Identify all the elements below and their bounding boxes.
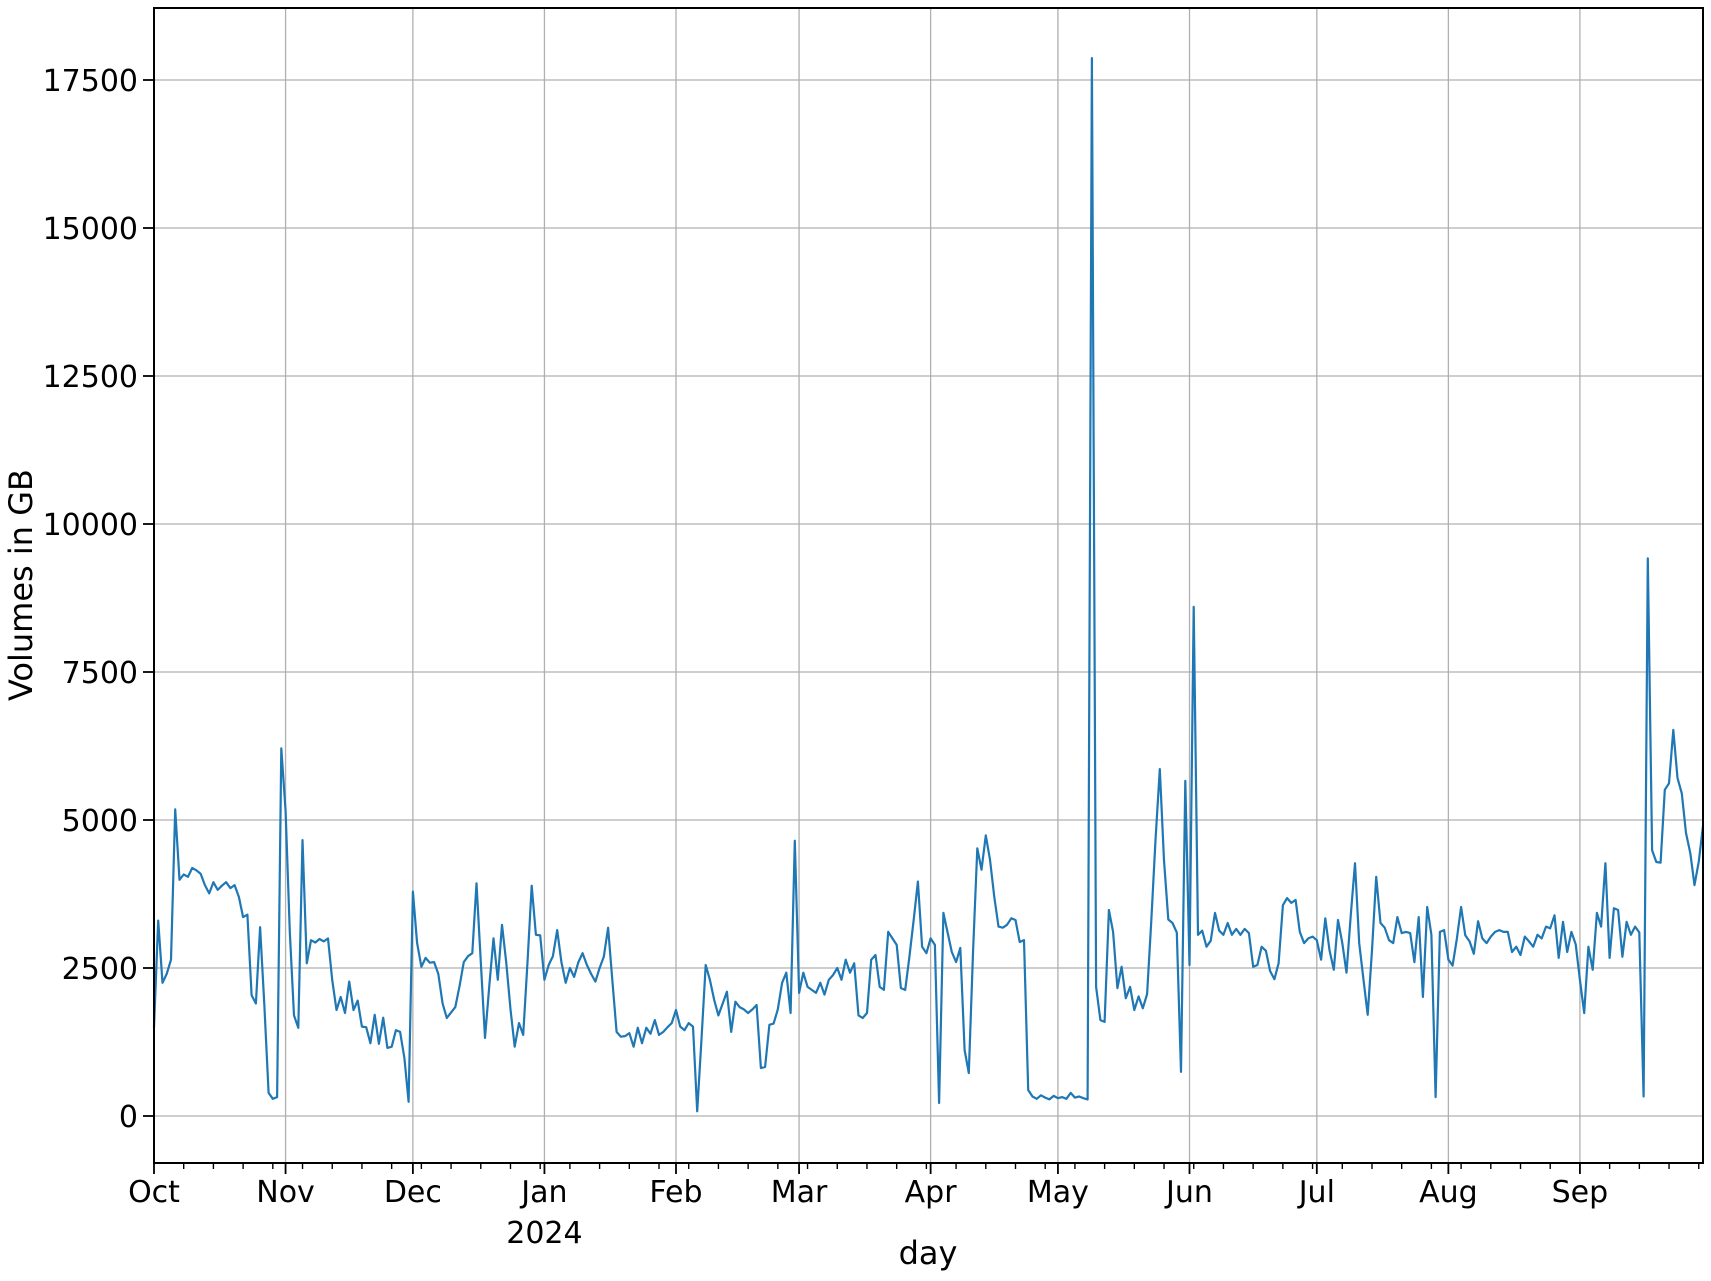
tick-label: 0 (119, 1100, 138, 1135)
tick-label: 2500 (62, 952, 138, 987)
tick-label: May (1027, 1175, 1089, 1210)
tick-label: Apr (905, 1175, 958, 1210)
tick-label: 12500 (43, 360, 138, 395)
tick-label: Mar (771, 1175, 828, 1210)
tick-label: Jan (519, 1175, 567, 1210)
tick-label: Feb (649, 1175, 702, 1210)
gridlines (153, 8, 1703, 1163)
axis-ticks (143, 79, 1700, 1174)
tick-label: Dec (384, 1175, 442, 1210)
tick-label: Sep (1552, 1175, 1609, 1210)
x-axis-label: day (899, 1234, 958, 1272)
tick-label: 10000 (43, 508, 138, 543)
y-axis-label: Volumes in GB (2, 469, 40, 701)
tick-label: Oct (128, 1175, 180, 1210)
tick-label: Aug (1419, 1175, 1478, 1210)
tick-labels: 0 2500 5000 7500 10000 12500 15000 17500 Oct Nov D… (43, 64, 1609, 1210)
tick-label: 17500 (43, 64, 138, 99)
year-annotation: 2024 (506, 1216, 582, 1251)
plot-area (153, 7, 1704, 1164)
tick-label: Jun (1164, 1175, 1213, 1210)
tick-label: 5000 (62, 804, 138, 839)
tick-label: 7500 (62, 656, 138, 691)
tick-label: 15000 (43, 212, 138, 247)
data-line-series (152, 56, 1705, 1113)
tick-label: Nov (256, 1175, 315, 1210)
tick-label: Jul (1297, 1175, 1335, 1210)
